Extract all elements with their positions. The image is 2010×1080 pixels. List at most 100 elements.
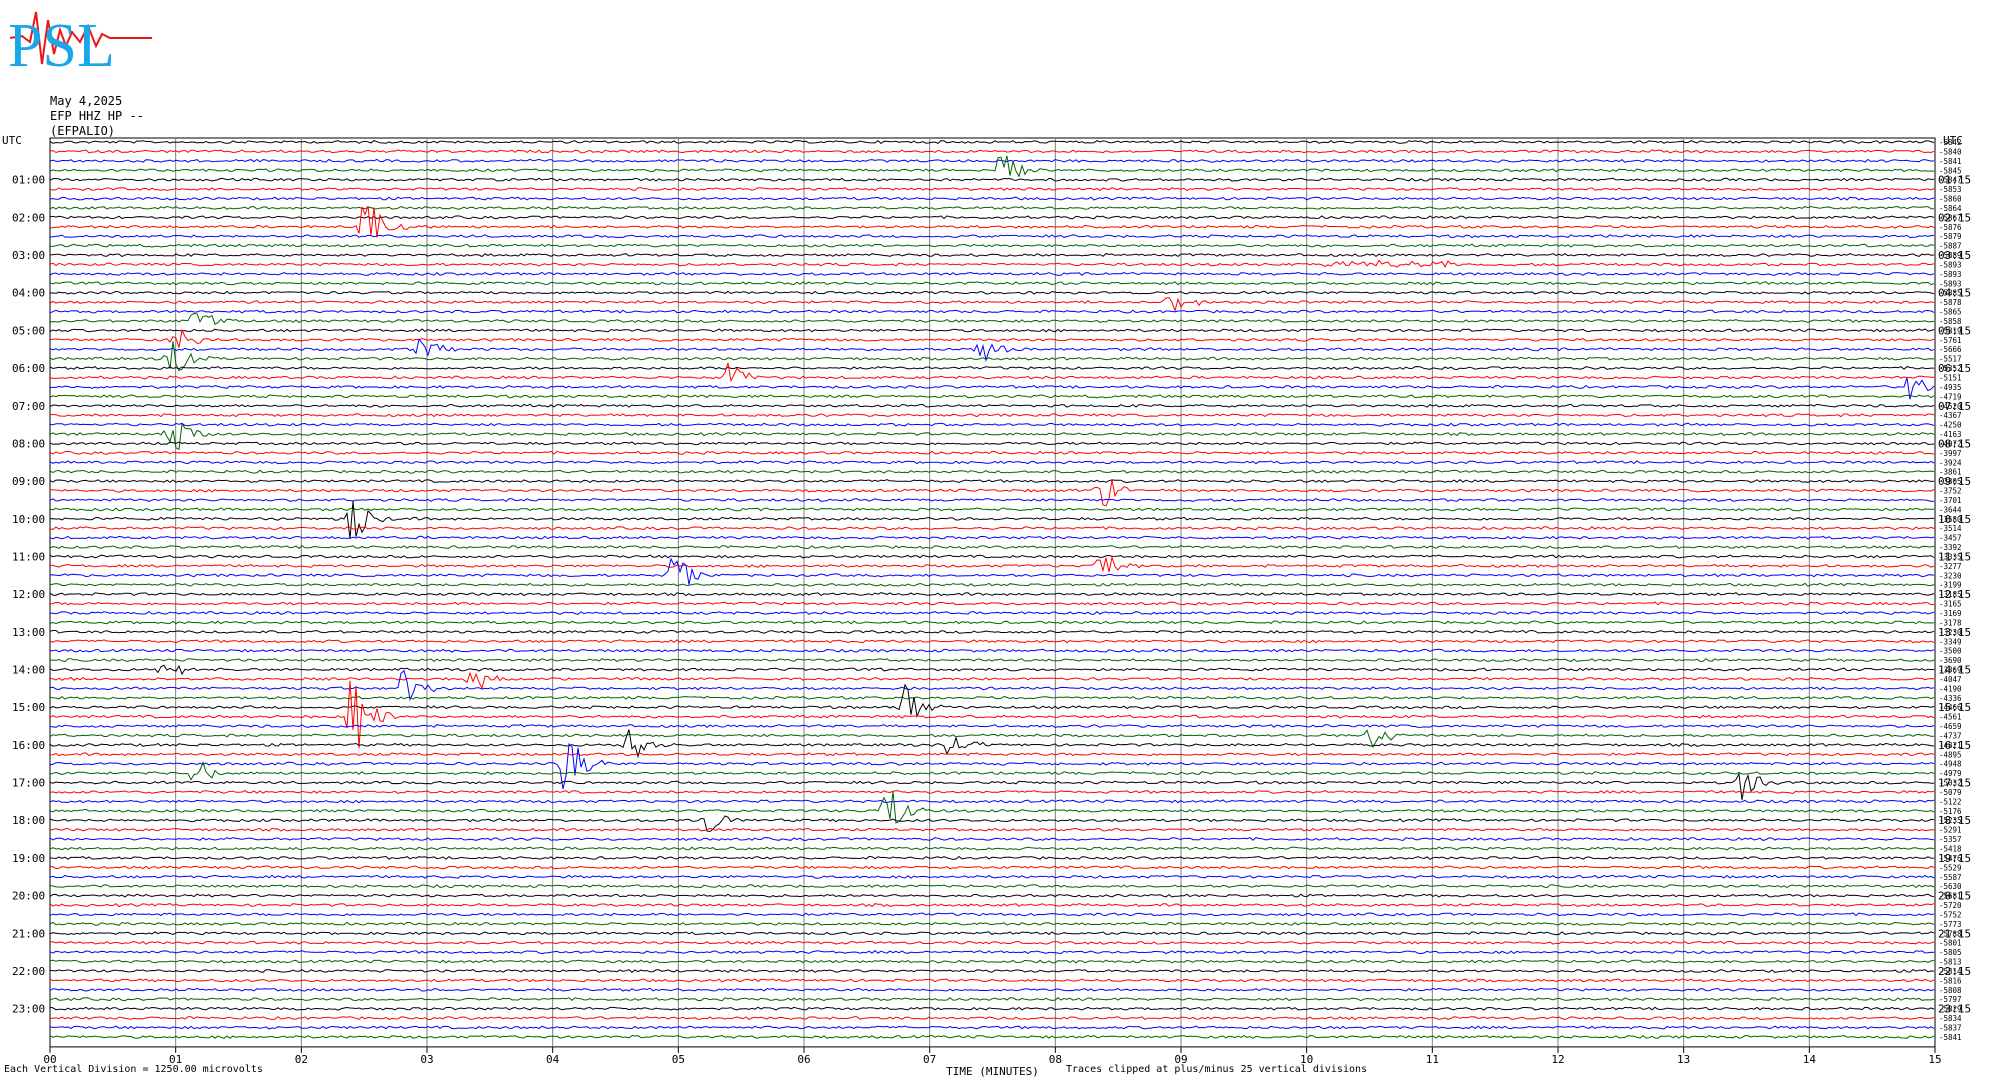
seismic-trace [49, 827, 1935, 832]
seismic-trace [49, 903, 1935, 908]
trace-offset-label: -5893 [1939, 279, 1962, 288]
trace-offset-label: -3805 [1939, 477, 1962, 486]
trace-offset-label: -3230 [1939, 571, 1962, 580]
hour-label-right: 18:15 [1938, 814, 1971, 827]
header-date: May 4,2025 [50, 94, 123, 108]
seismic-trace [49, 658, 1935, 663]
trace-offset-label: -5893 [1939, 260, 1962, 269]
seismic-trace [49, 1006, 1935, 1011]
trace-offset-label: -5885 [1939, 289, 1962, 298]
trace-offset-label: -3349 [1939, 637, 1962, 646]
trace-offset-label: -5841 [1939, 157, 1962, 166]
seismic-trace [49, 752, 1935, 757]
trace-offset-label: -3644 [1939, 505, 1962, 514]
trace-offset-label: -4895 [1939, 750, 1962, 759]
seismic-trace [49, 1034, 1935, 1039]
hour-label-right: 12:15 [1938, 588, 1971, 601]
x-tick-label: 07 [923, 1053, 936, 1066]
x-axis-label: TIME (MINUTES) [946, 1065, 1039, 1078]
seismic-trace [49, 297, 1935, 313]
trace-offset-label: -5867 [1939, 213, 1962, 222]
seismic-trace [49, 969, 1935, 974]
seismic-trace [49, 729, 1935, 748]
seismic-trace [49, 498, 1935, 503]
seismic-trace [49, 259, 1935, 268]
trace-offset-label: -5788 [1939, 929, 1962, 938]
trace-offset-label: -5864 [1939, 204, 1962, 213]
hour-label-left: 07:00 [12, 400, 45, 413]
header-station: EFP HHZ HP -- [50, 109, 144, 123]
seismic-trace [49, 441, 1935, 446]
hour-label-right: 01:15 [1938, 174, 1971, 187]
trace-offset-label: -4935 [1939, 383, 1962, 392]
trace-offset-label: -4737 [1939, 731, 1962, 740]
seismic-trace [49, 480, 1935, 507]
x-tick-label: 06 [797, 1053, 810, 1066]
hour-label-left: 22:00 [12, 965, 45, 978]
hour-label-left: 12:00 [12, 588, 45, 601]
header-site: (EFPALIO) [50, 124, 116, 138]
trace-offset-label: -5853 [1939, 185, 1962, 194]
trace-offset-label: -4561 [1939, 713, 1962, 722]
trace-offset-label: -4659 [1939, 722, 1962, 731]
seismic-trace [49, 545, 1935, 550]
seismic-trace [49, 601, 1935, 606]
hour-label-right: 02:15 [1938, 211, 1971, 224]
trace-offset-label: -5865 [1939, 308, 1962, 317]
seismic-trace [49, 592, 1935, 597]
trace-offset-label: -4190 [1939, 684, 1962, 693]
seismic-trace [49, 950, 1935, 955]
hour-label-right: 21:15 [1938, 927, 1971, 940]
hour-label-right: 22:15 [1938, 965, 1971, 978]
trace-offset-label: -5797 [1939, 995, 1962, 1004]
trace-offset-label: -3165 [1939, 600, 1962, 609]
trace-offset-label: -4466 [1939, 703, 1962, 712]
trace-offset-label: -5837 [1939, 1023, 1962, 1032]
hour-label-right: 07:15 [1938, 400, 1971, 413]
trace-offset-label: -3500 [1939, 647, 1962, 656]
seismic-trace [49, 205, 1935, 210]
trace-offset-label: -3335 [1939, 552, 1962, 561]
trace-offset-label: -3457 [1939, 534, 1962, 543]
left-axis-title: UTC [2, 134, 22, 147]
trace-offset-label: -5151 [1939, 374, 1962, 383]
hour-label-right: 23:15 [1938, 1003, 1971, 1016]
trace-offset-label: -5876 [1939, 223, 1962, 232]
seismic-trace [49, 341, 1935, 372]
seismic-trace [49, 526, 1935, 531]
x-tick-label: 15 [1928, 1053, 1941, 1066]
seismic-trace [49, 205, 1935, 238]
trace-offset-label: -5829 [1939, 1005, 1962, 1014]
trace-offset-label: -5816 [1939, 976, 1962, 985]
trace-offset-label: -3869 [1939, 666, 1962, 675]
logo-seismic-wave [9, 11, 152, 65]
trace-offset-label: -3924 [1939, 458, 1962, 467]
hour-label-right: 17:15 [1938, 777, 1971, 790]
seismic-trace [49, 328, 1935, 333]
seismic-trace [49, 196, 1935, 201]
seismic-trace [49, 554, 1935, 559]
x-tick-label: 02 [295, 1053, 308, 1066]
hour-label-left: 14:00 [12, 664, 45, 677]
trace-offset-label: -4250 [1939, 421, 1962, 430]
seismic-trace [49, 620, 1935, 625]
trace-offset-label: -5529 [1939, 863, 1962, 872]
trace-offset-label: -5841 [1939, 1033, 1962, 1042]
trace-offset-label: -5814 [1939, 967, 1962, 976]
seismic-trace [49, 187, 1935, 192]
trace-offset-label: -4821 [1939, 741, 1962, 750]
seismic-trace [49, 931, 1935, 936]
trace-offset-label: -5889 [1939, 251, 1962, 260]
seismic-trace [49, 281, 1935, 286]
trace-offset-label: -5847 [1939, 176, 1962, 185]
seismic-trace [49, 290, 1935, 295]
seismic-trace [49, 799, 1935, 804]
trace-offset-label: -5752 [1939, 910, 1962, 919]
seismic-trace [49, 836, 1935, 842]
trace-offset-label: -3514 [1939, 524, 1962, 533]
hour-label-right: 19:15 [1938, 852, 1971, 865]
trace-offset-label: -5357 [1939, 835, 1962, 844]
seismic-trace [49, 243, 1935, 248]
trace-offset-label: -3580 [1939, 515, 1962, 524]
seismic-trace [49, 760, 1935, 781]
